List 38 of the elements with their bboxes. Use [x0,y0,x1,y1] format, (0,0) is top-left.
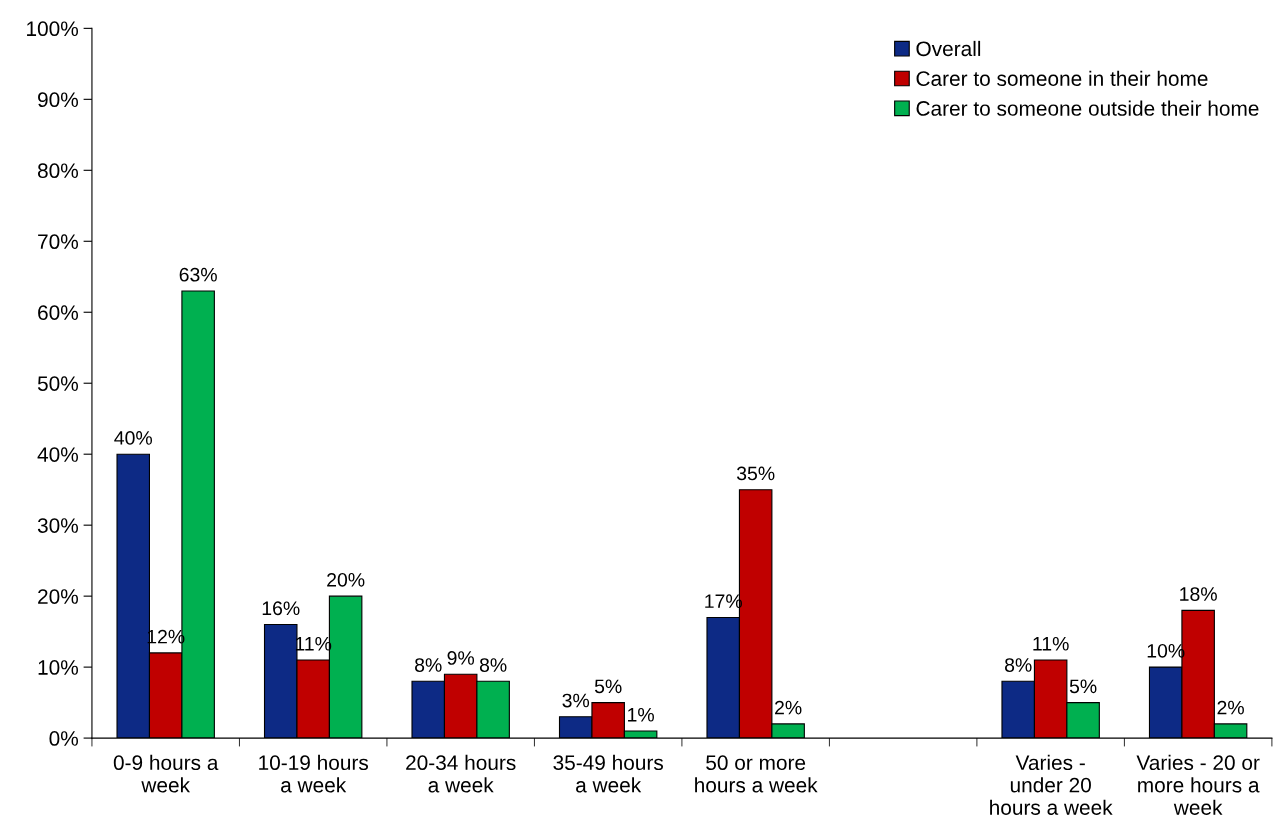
data-label: 8% [415,658,442,672]
x-tick-label: 35-49 hours a week [553,754,664,793]
y-tick-label: 80% [37,163,79,179]
data-label: 5% [1069,679,1097,694]
y-tick-label: 70% [38,234,79,250]
y-tick-label: 20% [38,589,79,604]
data-label: 40% [114,431,153,445]
data-label: 18% [1180,587,1217,601]
data-label: 2% [775,700,802,715]
data-label: 1% [628,707,654,722]
data-label: 63% [179,267,217,282]
y-tick-label: 90% [38,92,79,108]
x-tick-label: Varies - 20 or more hours a week [1136,754,1260,815]
x-tick-label: 10-19 hours a week [259,754,369,793]
x-tick-label: Varies - under 20 hours a week [990,754,1113,815]
data-label: 9% [447,651,475,665]
legend-label: Overall [916,40,981,57]
data-label: 11% [1033,636,1069,651]
y-tick-label: 30% [37,518,79,533]
x-tick-label: 50 or more hours a week [695,755,818,793]
data-label: 20% [327,572,365,587]
data-label: 2% [1217,700,1244,715]
data-label: 16% [262,601,300,616]
x-tick-label: 0-9 hours a week [113,754,219,793]
y-tick-label: 50% [37,376,79,391]
data-label: 5% [594,679,622,694]
data-label: 3% [562,693,590,708]
x-tick-label: 20-34 hours a week [406,754,516,793]
y-tick-label: 100% [27,21,79,37]
data-label: 35% [736,466,775,481]
data-label: 8% [1005,658,1032,672]
legend-label: Carer to someone in their home [916,70,1208,86]
y-tick-label: 0% [49,731,79,746]
y-tick-label: 10% [38,660,79,675]
y-tick-label: 60% [38,305,79,320]
y-tick-label: 40% [37,447,79,462]
data-label: 8% [479,658,507,672]
legend-label: Carer to someone outside their home [916,100,1259,116]
